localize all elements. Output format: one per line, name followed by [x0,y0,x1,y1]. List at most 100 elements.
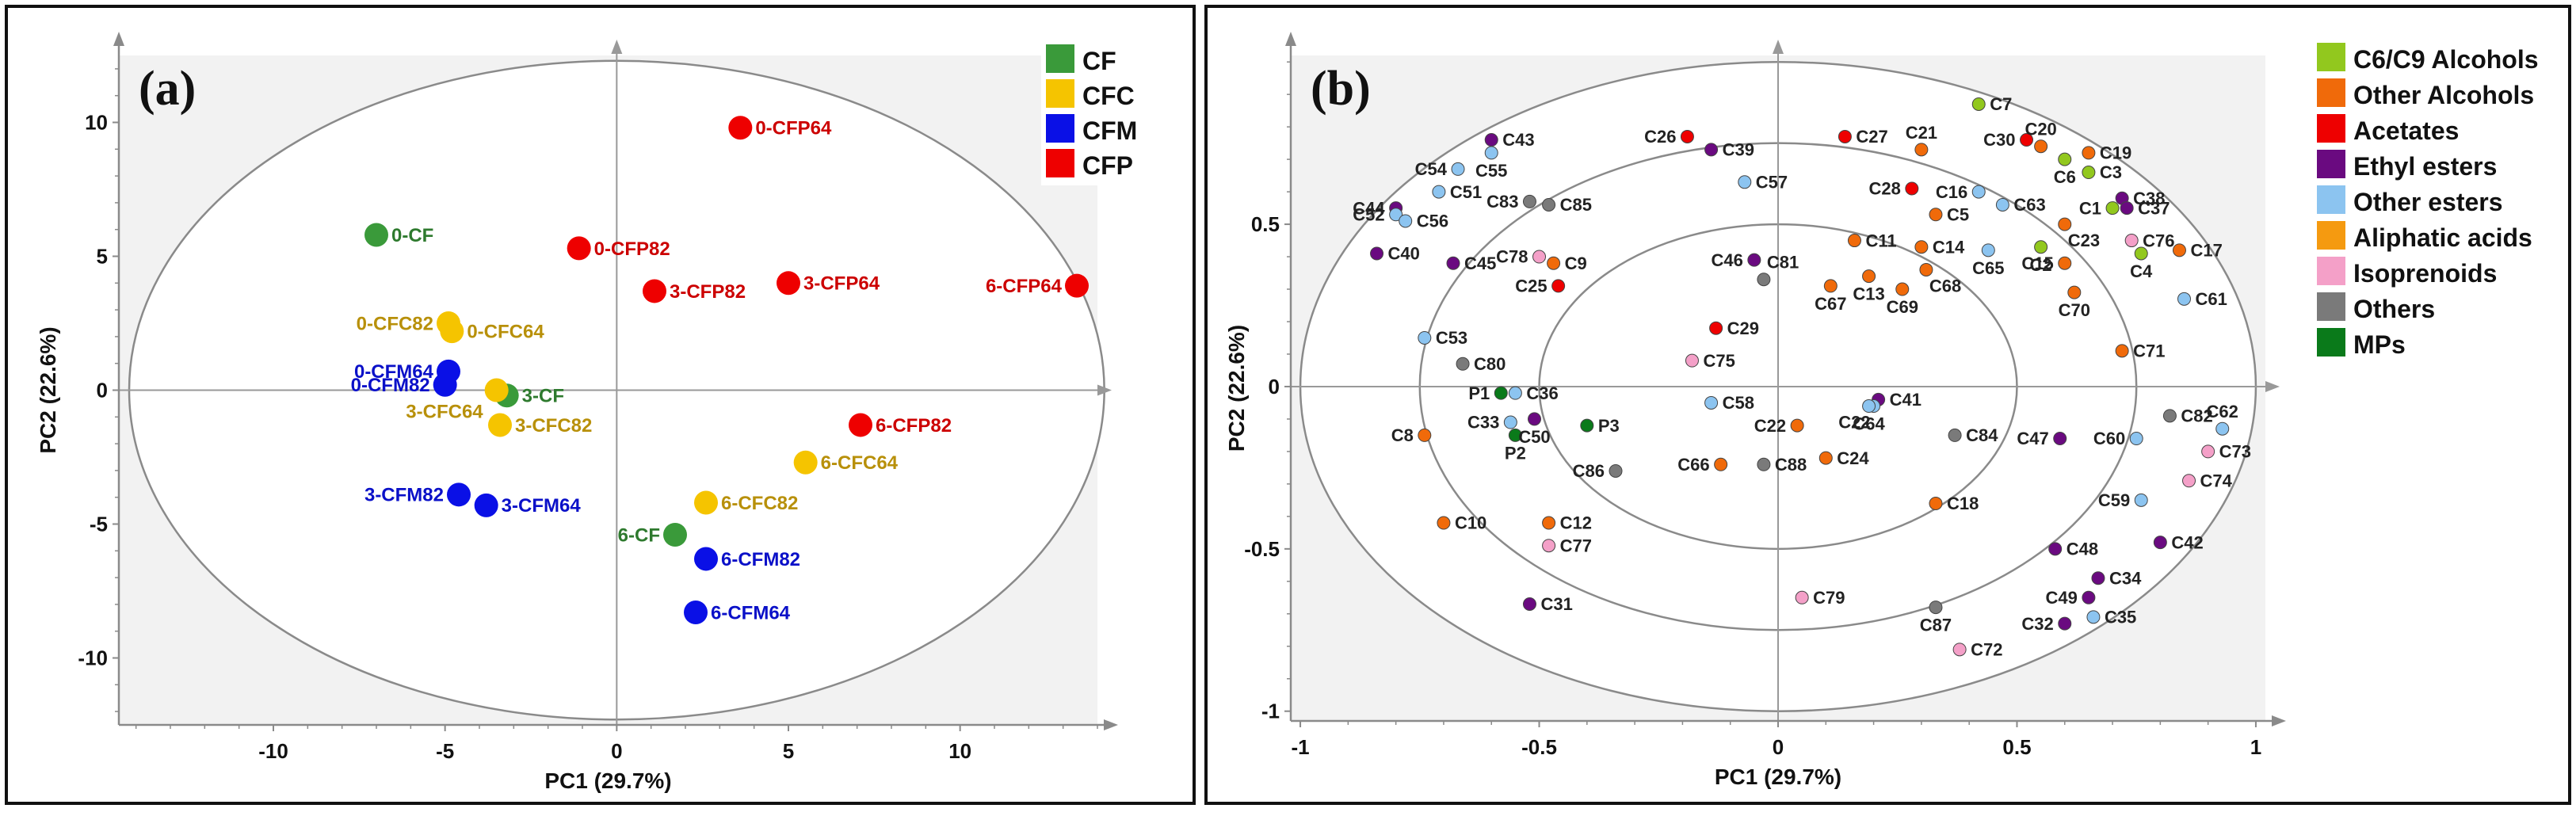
point-label: C61 [2196,289,2227,309]
point-label: C19 [2100,143,2131,163]
data-point [1542,516,1556,530]
legend-swatch [2317,257,2345,285]
legend-label: Other Alcohols [2353,81,2534,109]
point-label: 3-CF [522,386,564,407]
point-label: 6-CF [618,524,660,546]
point-label: C64 [1853,414,1885,434]
data-point [1838,129,1852,143]
data-point [1914,143,1929,157]
data-point [2020,133,2034,147]
point-label: C36 [1526,383,1558,403]
point-label: C6 [2054,167,2076,187]
point-label: 6-CFC82 [721,493,798,514]
point-label: 6-CFP82 [876,415,952,437]
data-point [1971,97,1986,111]
data-point [1609,463,1623,478]
data-point [2053,432,2067,446]
point-label: C22 [1838,413,1870,433]
data-point [433,372,457,397]
legend-swatch [1046,44,1074,73]
point-label: C41 [1890,390,1922,410]
data-point [1971,185,1986,199]
point-label: 6-CFM82 [721,549,800,570]
legend-label: Ethyl esters [2353,152,2497,181]
data-point [1446,256,1460,270]
data-point [1929,208,1943,222]
point-label: C28 [1868,179,1900,199]
legend-label: CF [1082,47,1116,75]
point-label: C34 [2109,568,2142,588]
y-axis-title: PC2 (22.6%) [36,326,60,453]
legend-label: Other esters [2353,188,2503,216]
point-label: C87 [1920,616,1952,635]
point-label: C14 [1933,237,1965,257]
legend-swatch [2317,328,2345,357]
data-point [1508,428,1522,442]
x-tick-label: 0 [611,739,622,763]
legend-swatch [1046,114,1074,143]
y-axis-arrow [1285,32,1296,46]
data-point [1532,250,1547,264]
x-axis-title: PC1 (29.7%) [1715,765,1841,789]
y-axis-arrow [113,32,124,46]
data-point [1981,243,1995,257]
point-label: C82 [2181,406,2212,426]
legend-label: Others [2353,295,2435,323]
data-point [1929,496,1943,510]
point-label: 3-CFM64 [502,495,582,517]
data-point [663,523,687,547]
point-label: C83 [1486,192,1518,212]
point-label: 6-CFC64 [821,452,899,474]
point-label: C4 [2130,261,2153,281]
point-label: C74 [2200,471,2233,490]
data-point [1704,395,1719,410]
data-point [1738,175,1752,189]
point-label: C47 [2017,429,2048,448]
point-label: P2 [1505,443,1526,463]
data-point [2067,285,2082,299]
point-label: C1 [2079,198,2101,218]
point-label: 0-CFC82 [357,313,433,334]
point-label: C84 [1966,425,1998,445]
data-point [1847,234,1861,248]
data-point [793,450,818,475]
data-point [849,413,872,437]
data-point [2034,240,2048,254]
data-point [1065,273,1089,298]
data-point [488,413,512,437]
point-label: C58 [1723,393,1754,413]
legend-label: Acetates [2353,116,2459,145]
point-label: 0-CFM64 [354,361,434,383]
data-point [643,279,666,303]
point-label: C54 [1415,159,1448,179]
data-point [2162,409,2177,423]
data-point [2082,166,2096,180]
data-point [777,271,800,296]
data-point [694,547,718,571]
point-label: 6-CFP64 [986,276,1063,297]
x-tick-label: -5 [436,739,454,763]
data-point [2091,571,2105,585]
data-point [2058,616,2072,631]
point-label: C45 [1464,254,1496,273]
x-tick-label: 5 [783,739,794,763]
point-label: C22 [1754,416,1786,436]
legend-label: MPs [2353,330,2406,359]
point-label: 3-CFP82 [670,281,746,303]
data-point [2058,256,2072,270]
point-label: 0-CFC64 [467,322,544,343]
point-label: C67 [1815,294,1846,314]
data-point [1919,262,1933,276]
data-point [2082,590,2096,604]
data-point [2153,536,2167,550]
point-label: C72 [1971,640,2002,660]
data-point [2129,432,2143,446]
point-label: 3-CFP64 [803,273,880,295]
point-label: C44 [1353,198,1385,218]
point-label: 3-CFM82 [364,485,444,506]
point-label: C21 [1906,123,1937,143]
data-point [1995,197,2009,212]
point-label: C75 [1703,351,1735,371]
data-point [2215,421,2230,436]
x-axis-title: PC1 (29.7%) [544,768,671,793]
